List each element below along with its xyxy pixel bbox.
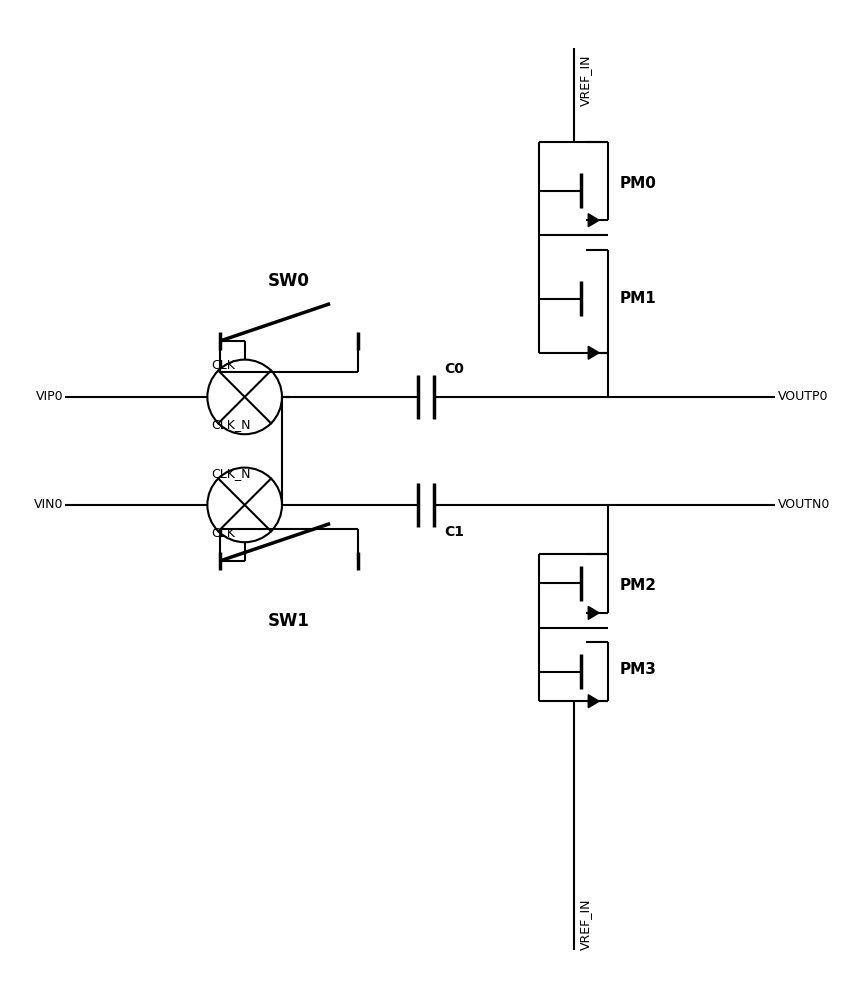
Text: PM0: PM0 <box>619 176 657 191</box>
Text: CLK: CLK <box>211 359 235 372</box>
Text: C1: C1 <box>444 525 464 539</box>
Text: VIN0: VIN0 <box>34 498 63 511</box>
Text: CLK_N: CLK_N <box>211 419 251 432</box>
Text: SW1: SW1 <box>268 612 310 630</box>
Text: PM3: PM3 <box>619 662 657 677</box>
Text: VIP0: VIP0 <box>35 390 63 403</box>
Text: PM2: PM2 <box>619 578 657 593</box>
Text: C0: C0 <box>444 362 464 376</box>
Text: PM1: PM1 <box>619 291 657 306</box>
Text: VREF_IN: VREF_IN <box>580 898 592 950</box>
Polygon shape <box>588 346 599 359</box>
Polygon shape <box>588 606 599 619</box>
Text: CLK: CLK <box>211 527 235 540</box>
Text: VOUTN0: VOUTN0 <box>777 498 830 511</box>
Text: CLK_N: CLK_N <box>211 467 251 480</box>
Polygon shape <box>588 214 599 227</box>
Text: VREF_IN: VREF_IN <box>580 54 592 106</box>
Text: SW0: SW0 <box>268 272 310 290</box>
Polygon shape <box>588 695 599 708</box>
Text: VOUTP0: VOUTP0 <box>777 390 828 403</box>
